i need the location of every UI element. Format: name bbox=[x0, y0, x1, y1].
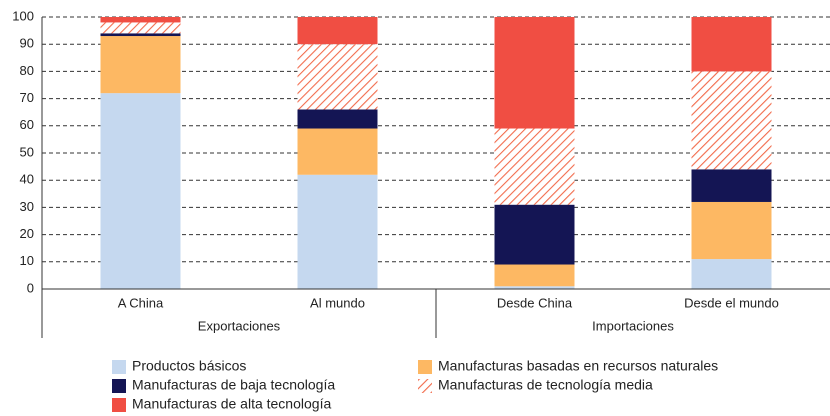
bar-segment bbox=[297, 128, 378, 175]
y-tick-label: 20 bbox=[20, 226, 34, 241]
y-tick-label: 80 bbox=[20, 63, 34, 78]
bar-segment bbox=[691, 17, 772, 72]
bar-segment bbox=[494, 128, 575, 205]
legend-swatch bbox=[418, 379, 432, 393]
bar-segment bbox=[100, 36, 181, 94]
x-tick-label: Desde el mundo bbox=[684, 295, 779, 310]
legend-label: Manufacturas de tecnología media bbox=[438, 377, 653, 393]
bar-segment bbox=[100, 17, 181, 23]
y-tick-label: 40 bbox=[20, 172, 34, 187]
bar-segment bbox=[100, 22, 181, 34]
y-tick-label: 30 bbox=[20, 199, 34, 214]
y-tick-label: 90 bbox=[20, 36, 34, 51]
group-label: Exportaciones bbox=[198, 318, 281, 333]
group-label: Importaciones bbox=[592, 318, 674, 333]
bar-segment bbox=[494, 204, 575, 265]
x-tick-label: Al mundo bbox=[310, 295, 365, 310]
legend-swatch bbox=[112, 379, 126, 393]
legend-swatch bbox=[418, 360, 432, 374]
bar-segment bbox=[297, 109, 378, 129]
bar-segment bbox=[494, 264, 575, 287]
legend-label: Manufacturas basadas en recursos natural… bbox=[438, 358, 718, 374]
bar-segment bbox=[494, 17, 575, 129]
y-tick-label: 70 bbox=[20, 90, 34, 105]
legend-swatch bbox=[112, 360, 126, 374]
y-tick-label: 60 bbox=[20, 117, 34, 132]
y-tick-label: 100 bbox=[12, 8, 34, 23]
x-tick-label: A China bbox=[118, 295, 164, 310]
legend-label: Productos básicos bbox=[132, 358, 246, 374]
bar-segment bbox=[100, 33, 181, 37]
bar-segment bbox=[297, 17, 378, 45]
bar-segment bbox=[100, 93, 181, 289]
bar-segment bbox=[691, 259, 772, 289]
bar-segment bbox=[494, 286, 575, 289]
y-tick-label: 50 bbox=[20, 144, 34, 159]
bar-segment bbox=[691, 201, 772, 260]
bar-segment bbox=[297, 174, 378, 289]
legend-swatch bbox=[112, 398, 126, 412]
bar-segment bbox=[691, 169, 772, 202]
legend-label: Manufacturas de alta tecnología bbox=[132, 396, 331, 412]
legend-label: Manufacturas de baja tecnología bbox=[132, 377, 335, 393]
x-tick-label: Desde China bbox=[497, 295, 573, 310]
bar-segment bbox=[691, 71, 772, 170]
bar-segment bbox=[297, 44, 378, 110]
y-tick-label: 10 bbox=[20, 253, 34, 268]
y-tick-label: 0 bbox=[27, 280, 34, 295]
